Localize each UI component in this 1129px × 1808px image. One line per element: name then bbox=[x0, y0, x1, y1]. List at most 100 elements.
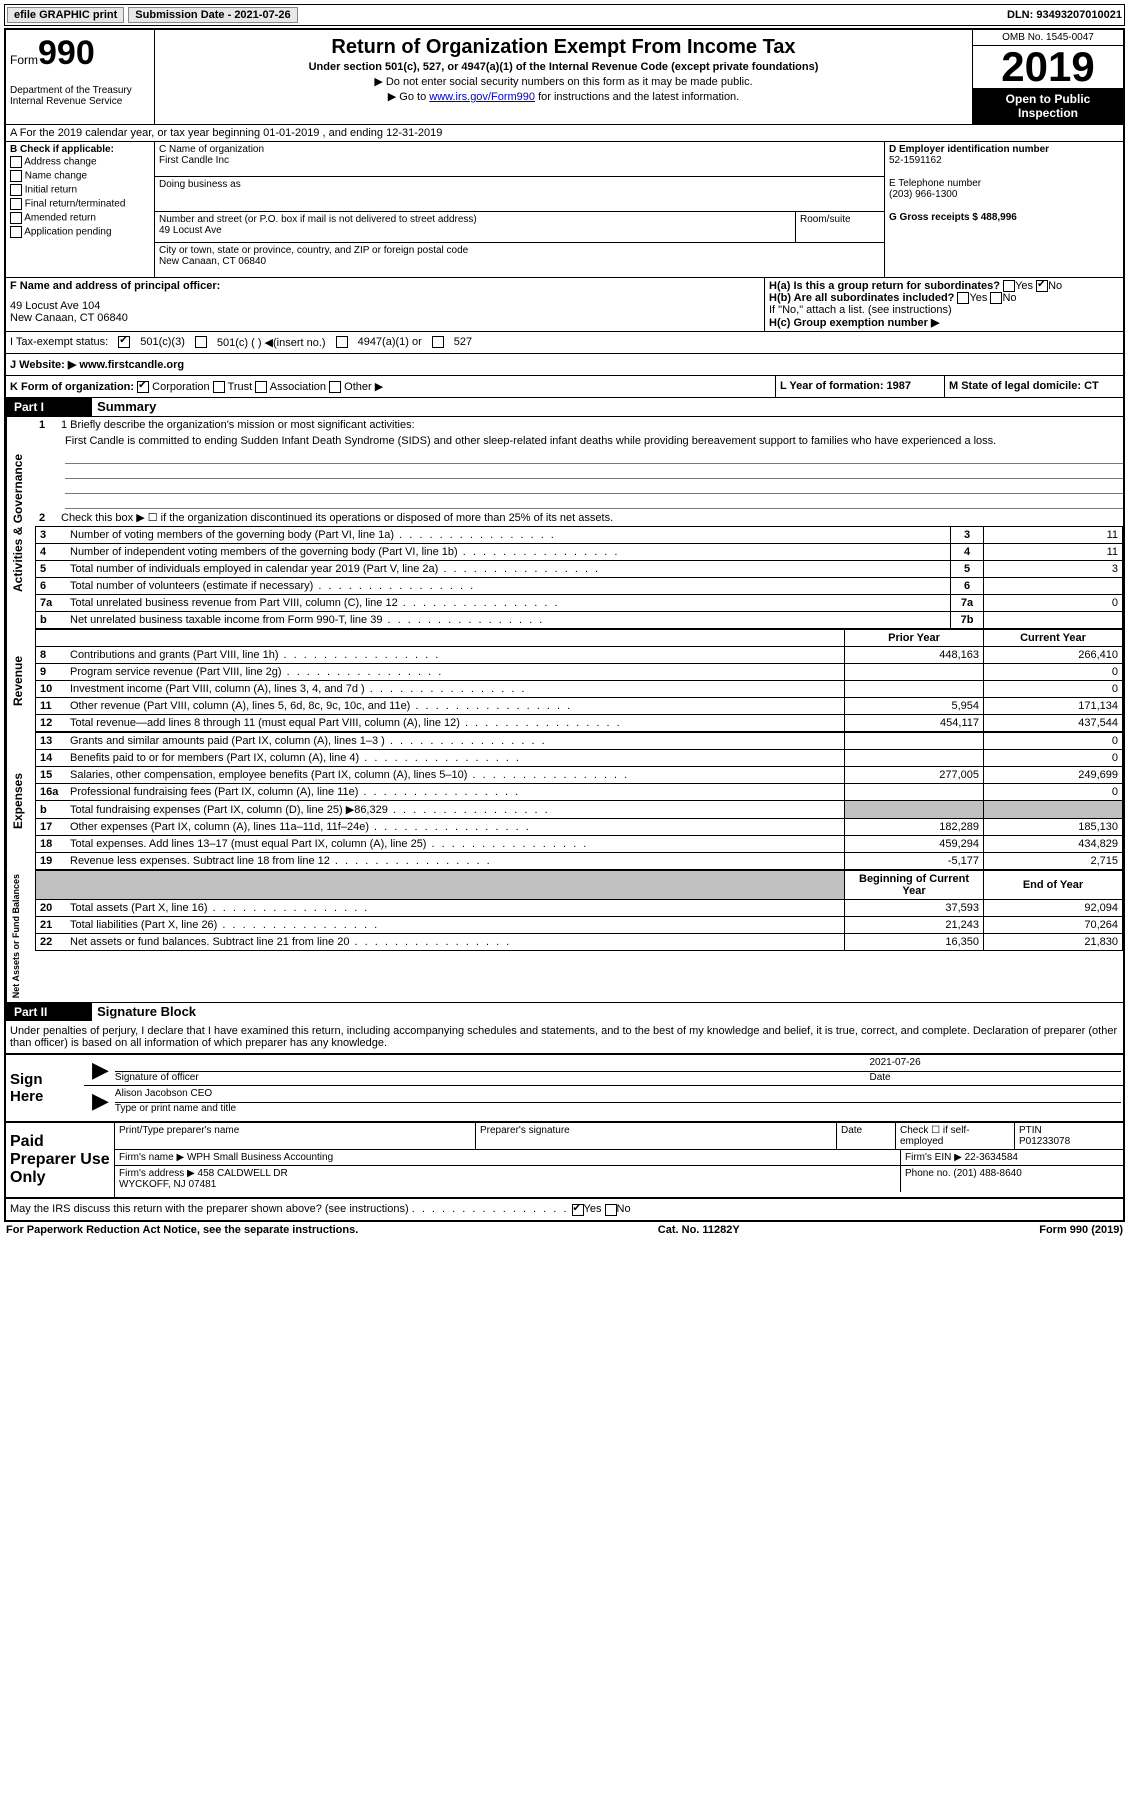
b-opt-0: Address change bbox=[24, 157, 96, 168]
line-a: A For the 2019 calendar year, or tax yea… bbox=[6, 125, 1123, 142]
cb-amended[interactable] bbox=[10, 212, 22, 224]
hb-lbl: H(b) Are all subordinates included? bbox=[769, 292, 954, 304]
dln: DLN: 93493207010021 bbox=[1007, 9, 1122, 21]
sig-name-val: Alison Jacobson CEO bbox=[115, 1088, 1121, 1103]
c-name-lbl: C Name of organization bbox=[159, 144, 880, 155]
ha-yes: Yes bbox=[1015, 280, 1033, 292]
col-right: D Employer identification number 52-1591… bbox=[885, 142, 1123, 277]
cb-discuss-yes[interactable] bbox=[572, 1204, 584, 1216]
arrow-icon: ▶ bbox=[86, 1057, 115, 1083]
sig-date-val: 2021-07-26 bbox=[869, 1057, 1121, 1072]
f-lbl: F Name and address of principal officer: bbox=[10, 280, 760, 292]
k-opt-2: Association bbox=[270, 381, 326, 393]
cb-corp[interactable] bbox=[137, 381, 149, 393]
form-container: Form990 Department of the Treasury Inter… bbox=[4, 28, 1125, 1222]
submission-btn[interactable]: Submission Date - 2021-07-26 bbox=[128, 7, 297, 23]
form-label: Form bbox=[10, 53, 38, 67]
cy-hdr: Current Year bbox=[984, 630, 1123, 647]
prep-sig-lbl: Preparer's signature bbox=[476, 1123, 837, 1149]
exp-table: 13Grants and similar amounts paid (Part … bbox=[35, 732, 1123, 870]
eoy-hdr: End of Year bbox=[984, 871, 1123, 900]
b-header: B Check if applicable: bbox=[10, 144, 150, 155]
c-addr-lbl: Number and street (or P.O. box if mail i… bbox=[159, 214, 791, 225]
dept-label: Department of the Treasury Internal Reve… bbox=[10, 85, 150, 107]
discuss-lbl: May the IRS discuss this return with the… bbox=[10, 1203, 409, 1215]
c-dba-lbl: Doing business as bbox=[159, 179, 880, 190]
prep-date-lbl: Date bbox=[837, 1123, 896, 1149]
efile-btn[interactable]: efile GRAPHIC print bbox=[7, 7, 124, 23]
cb-ha-no[interactable] bbox=[1036, 280, 1048, 292]
cb-initial[interactable] bbox=[10, 184, 22, 196]
ptin-val: P01233078 bbox=[1019, 1136, 1070, 1147]
cb-discuss-no[interactable] bbox=[605, 1204, 617, 1216]
part2-hdr: Part II bbox=[6, 1003, 92, 1021]
cb-name-change[interactable] bbox=[10, 170, 22, 182]
b-opt-2: Initial return bbox=[25, 185, 77, 196]
sig-date-lbl: Date bbox=[869, 1072, 890, 1083]
col-c: C Name of organization First Candle Inc … bbox=[155, 142, 885, 277]
k-lbl: K Form of organization: bbox=[10, 381, 134, 393]
discuss-yes: Yes bbox=[584, 1203, 602, 1215]
cb-address-change[interactable] bbox=[10, 156, 22, 168]
cb-501c3[interactable] bbox=[118, 336, 130, 348]
part1-title: Summary bbox=[95, 397, 158, 416]
c-name-val: First Candle Inc bbox=[159, 155, 880, 166]
rev-table: Prior YearCurrent Year 8Contributions an… bbox=[35, 629, 1123, 732]
cb-501c[interactable] bbox=[195, 336, 207, 348]
part2-title: Signature Block bbox=[95, 1002, 198, 1021]
paid-label: Paid Preparer Use Only bbox=[6, 1123, 115, 1197]
na-table: Beginning of Current YearEnd of Year 20T… bbox=[35, 870, 1123, 951]
k-opt-3: Other ▶ bbox=[344, 381, 383, 393]
cb-4947[interactable] bbox=[336, 336, 348, 348]
i-opt-3: 527 bbox=[454, 336, 472, 349]
cb-hb-yes[interactable] bbox=[957, 292, 969, 304]
self-emp-lbl: Check ☐ if self-employed bbox=[896, 1123, 1015, 1149]
firm-addr-lbl: Firm's address ▶ bbox=[119, 1168, 195, 1179]
col-b: B Check if applicable: Address change Na… bbox=[6, 142, 155, 277]
cb-ha-yes[interactable] bbox=[1003, 280, 1015, 292]
cb-hb-no[interactable] bbox=[990, 292, 1002, 304]
firm-ein-lbl: Firm's EIN ▶ bbox=[905, 1152, 962, 1163]
g-lbl: G Gross receipts $ 488,996 bbox=[889, 212, 1119, 223]
hc-lbl: H(c) Group exemption number ▶ bbox=[769, 316, 1119, 329]
note-ssn: ▶ Do not enter social security numbers o… bbox=[159, 75, 968, 88]
cb-final[interactable] bbox=[10, 198, 22, 210]
q1-val: First Candle is committed to ending Sudd… bbox=[35, 433, 1123, 449]
vert-revenue: Revenue bbox=[6, 629, 35, 732]
vert-netassets: Net Assets or Fund Balances bbox=[6, 870, 35, 1002]
q1-lbl: 1 Briefly describe the organization's mi… bbox=[61, 419, 415, 431]
cb-pending[interactable] bbox=[10, 226, 22, 238]
d-val: 52-1591162 bbox=[889, 155, 1119, 166]
hb-no: No bbox=[1002, 292, 1016, 304]
i-opt-2: 4947(a)(1) or bbox=[358, 336, 422, 349]
cb-other[interactable] bbox=[329, 381, 341, 393]
irs-link[interactable]: www.irs.gov/Form990 bbox=[429, 91, 535, 103]
cb-527[interactable] bbox=[432, 336, 444, 348]
b-opt-3: Final return/terminated bbox=[25, 199, 126, 210]
gov-table: 3Number of voting members of the governi… bbox=[35, 526, 1123, 629]
declaration: Under penalties of perjury, I declare th… bbox=[6, 1021, 1123, 1053]
vert-activities: Activities & Governance bbox=[6, 417, 35, 629]
hb-note: If "No," attach a list. (see instruction… bbox=[769, 304, 1119, 316]
discuss-no: No bbox=[617, 1203, 631, 1215]
form-title: Return of Organization Exempt From Incom… bbox=[159, 36, 968, 59]
note-goto-pre: ▶ Go to bbox=[388, 91, 429, 103]
j-val: www.firstcandle.org bbox=[79, 359, 184, 371]
tax-year: 2019 bbox=[973, 46, 1123, 88]
b-opt-4: Amended return bbox=[24, 213, 96, 224]
j-lbl: J Website: ▶ bbox=[10, 359, 76, 371]
py-hdr: Prior Year bbox=[845, 630, 984, 647]
form-id: Form990 Department of the Treasury Inter… bbox=[6, 30, 155, 124]
footer-right: Form 990 (2019) bbox=[1039, 1224, 1123, 1236]
form-subtitle: Under section 501(c), 527, or 4947(a)(1)… bbox=[159, 61, 968, 73]
c-addr-val: 49 Locust Ave bbox=[159, 225, 791, 236]
e-val: (203) 966-1300 bbox=[889, 189, 1119, 200]
i-lbl: I Tax-exempt status: bbox=[10, 336, 108, 349]
sign-here: Sign Here bbox=[6, 1055, 84, 1121]
ptin-lbl: PTIN bbox=[1019, 1125, 1042, 1136]
cb-assoc[interactable] bbox=[255, 381, 267, 393]
sig-name-lbl: Type or print name and title bbox=[115, 1103, 236, 1114]
form-number: 990 bbox=[38, 34, 95, 72]
ha-no: No bbox=[1048, 280, 1062, 292]
cb-trust[interactable] bbox=[213, 381, 225, 393]
